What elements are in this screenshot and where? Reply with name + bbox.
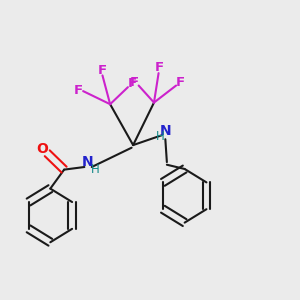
Text: H: H (90, 163, 99, 176)
Text: F: F (154, 61, 164, 74)
Text: F: F (74, 84, 83, 97)
Text: F: F (130, 76, 139, 89)
Text: F: F (97, 64, 106, 77)
Text: F: F (176, 76, 185, 89)
Text: O: O (36, 142, 48, 156)
Text: N: N (160, 124, 171, 138)
Text: N: N (82, 155, 94, 170)
Text: H: H (155, 130, 164, 143)
Text: F: F (128, 77, 137, 90)
